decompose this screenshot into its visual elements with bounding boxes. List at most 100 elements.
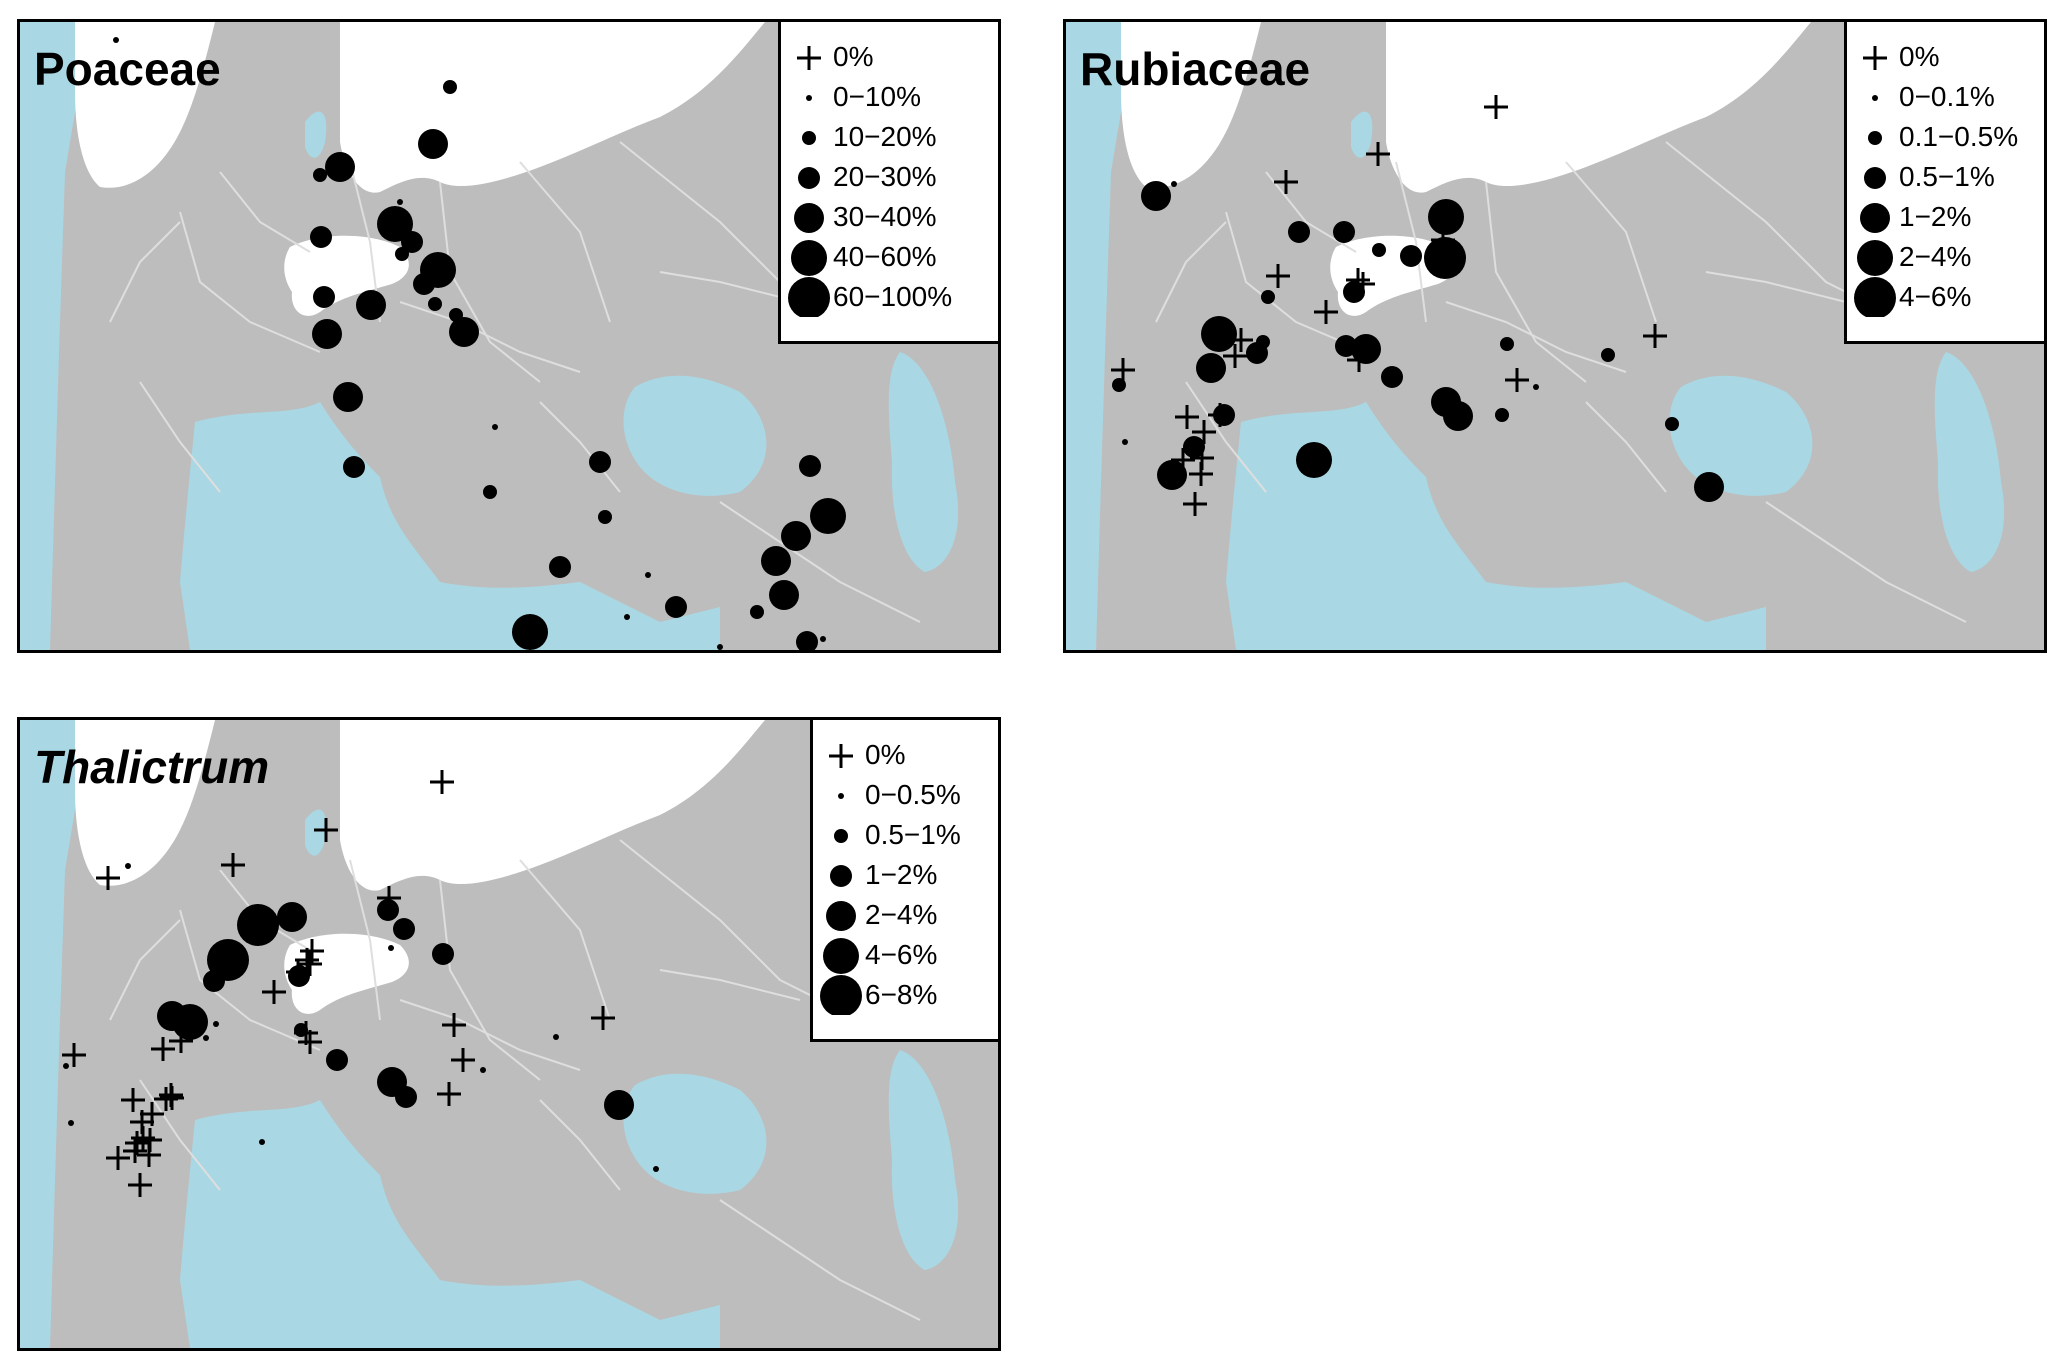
site-cross [262, 980, 286, 1004]
caspian-sea [888, 1050, 959, 1270]
legend-label: 0−10% [833, 81, 921, 112]
country-border [1155, 221, 1227, 323]
site-cross [430, 770, 454, 794]
map-poaceae [20, 22, 959, 650]
legend-thalictrum: 0% 0−0.5% 0.5−1% 1−2% 2−4% 4−6% 6−8% [810, 720, 998, 1042]
legend-circle-symbol [802, 131, 816, 145]
legend-circle-symbol [806, 95, 812, 101]
country-border [109, 919, 181, 1021]
site-circle [598, 510, 612, 524]
site-circle [553, 1034, 559, 1040]
site-circle [313, 168, 327, 182]
baltic-sea [305, 111, 327, 158]
site-circle [312, 319, 342, 349]
site-circle [207, 939, 249, 981]
map-panel-thalictrum: Thalictrum 0% 0−0.5% 0.5−1% 1−2% 2−4% 4−… [17, 717, 1001, 1351]
site-circle [1372, 243, 1386, 257]
alpine-ice [284, 933, 409, 1014]
legend-label: 4−6% [1899, 281, 1972, 312]
site-circle [1443, 401, 1473, 431]
site-circle [1860, 203, 1890, 233]
site-circle [665, 596, 687, 618]
site-circle [310, 226, 332, 248]
site-circle [820, 636, 826, 642]
site-circle [377, 899, 399, 921]
site-cross [169, 1029, 193, 1053]
site-cross [298, 952, 322, 976]
site-circle [413, 273, 435, 295]
site-cross [437, 1082, 461, 1106]
legend-label: 1−2% [1899, 201, 1972, 232]
legend-circle-symbol [1860, 203, 1890, 233]
site-circle [838, 793, 844, 799]
site-cross [159, 1083, 183, 1107]
atlantic-sea [20, 22, 90, 650]
legend-circle-symbol [791, 240, 827, 276]
atlantic-sea [20, 720, 90, 1348]
country-border [179, 909, 321, 1051]
legend-circle-symbol [788, 277, 830, 317]
caspian-sea [1934, 352, 2005, 572]
site-circle [624, 614, 630, 620]
site-cross [1175, 405, 1199, 429]
country-border [139, 1079, 221, 1191]
legend-rubiaceae: 0% 0−0.1% 0.1−0.5% 0.5−1% 1−2% 2−4% 4−6% [1844, 22, 2044, 344]
site-circle [1213, 404, 1235, 426]
site-circle [480, 1067, 486, 1073]
site-circle [203, 1035, 209, 1041]
site-circle [356, 290, 386, 320]
legend-label: 0% [833, 41, 874, 72]
site-circle [806, 95, 812, 101]
site-circle [343, 456, 365, 478]
site-circle [1112, 378, 1126, 392]
site-circle [68, 1120, 74, 1126]
country-border [1185, 381, 1267, 493]
country-border [1565, 161, 1657, 323]
site-circle [237, 904, 279, 946]
country-border [1485, 181, 1587, 383]
panel-title: Thalictrum [34, 741, 270, 793]
site-circle [1381, 366, 1403, 388]
site-cross [1863, 46, 1887, 70]
site-cross [121, 1088, 145, 1112]
country-border [399, 999, 581, 1071]
mediterranean-sea [180, 402, 720, 650]
country-border [539, 1099, 621, 1191]
baltic-sea [1351, 111, 1373, 158]
country-border [439, 181, 541, 383]
legend-label: 40−60% [833, 241, 937, 272]
site-cross [1266, 264, 1290, 288]
site-cross [797, 46, 821, 70]
site-circle [1854, 277, 1896, 317]
site-circle [483, 485, 497, 499]
site-circle [1665, 417, 1679, 431]
site-circle [823, 938, 859, 974]
site-cross [1229, 328, 1253, 352]
site-circle [653, 1166, 659, 1172]
site-circle [826, 901, 856, 931]
ice-sheet-west [75, 720, 215, 886]
site-circle [796, 631, 818, 650]
site-circle [645, 572, 651, 578]
country-border [399, 301, 581, 373]
site-circle [1495, 408, 1509, 422]
legend-label: 0.5−1% [865, 819, 961, 850]
site-circle [325, 152, 355, 182]
country-border [1395, 161, 1427, 323]
site-cross [1643, 324, 1667, 348]
legend-circle-symbol [798, 167, 820, 189]
country-border [659, 271, 801, 303]
site-circle [401, 231, 423, 253]
site-cross [591, 1006, 615, 1030]
site-circle [393, 918, 415, 940]
site-circle [1400, 245, 1422, 267]
country-border [1265, 171, 1357, 253]
site-circle [428, 297, 442, 311]
site-circle [750, 605, 764, 619]
site-circle [798, 167, 820, 189]
legend-circle-symbol [1857, 240, 1893, 276]
site-circle [418, 129, 448, 159]
country-border [659, 969, 801, 1001]
site-cross [451, 1048, 475, 1072]
black-sea [623, 1073, 767, 1194]
